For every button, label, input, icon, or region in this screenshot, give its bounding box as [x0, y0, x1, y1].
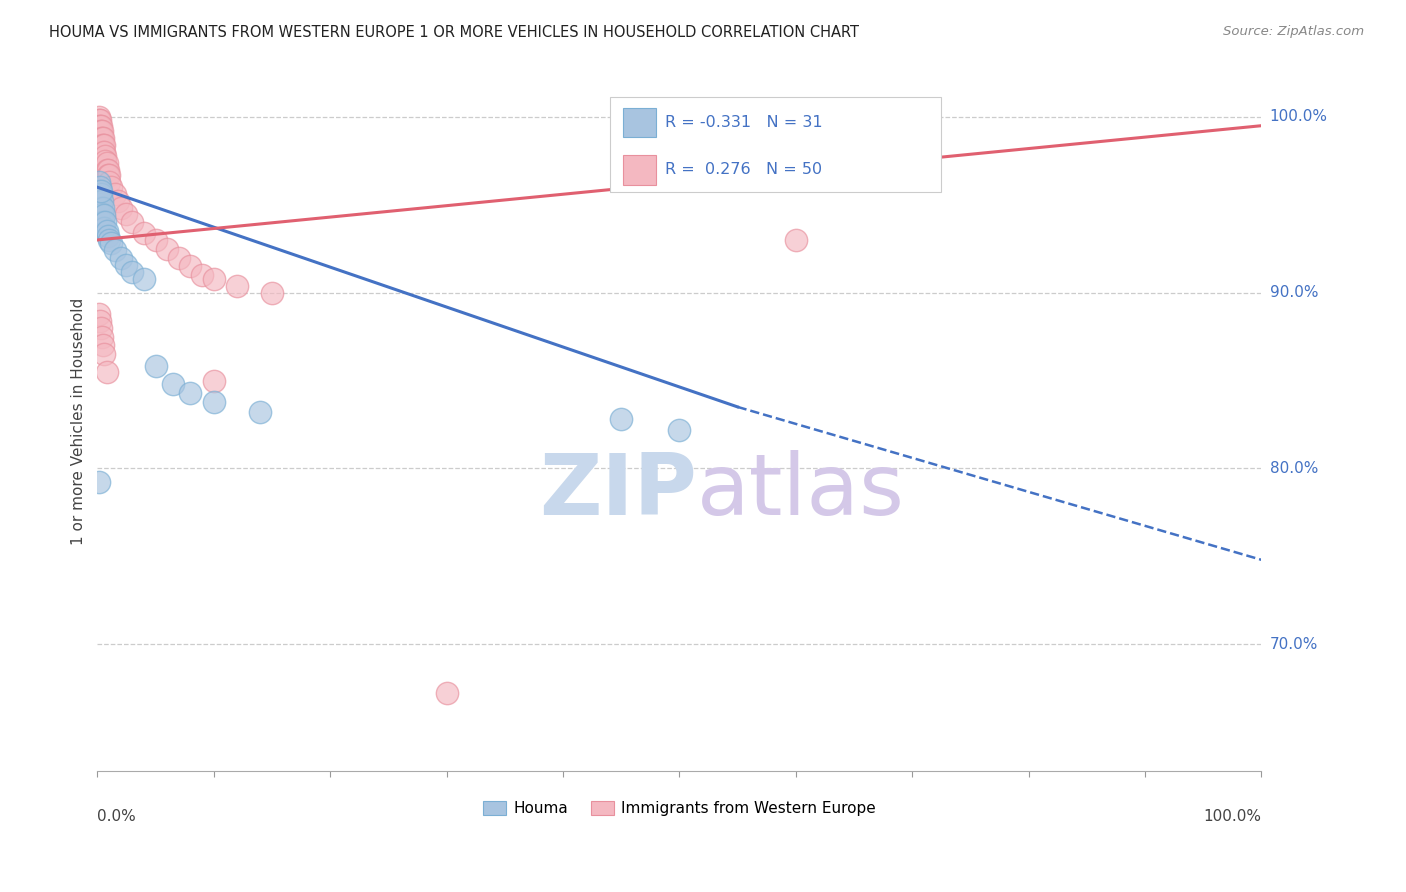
Point: [91, 145, 114, 159]
Point: [90, 119, 112, 133]
Point: [87, 119, 110, 133]
Point: [91, 138, 114, 153]
Point: [97, 162, 120, 177]
Point: [249, 405, 271, 419]
Point: [89, 119, 111, 133]
Text: HOUMA VS IMMIGRANTS FROM WESTERN EUROPE 1 OR MORE VEHICLES IN HOUSEHOLD CORRELAT: HOUMA VS IMMIGRANTS FROM WESTERN EUROPE …: [49, 25, 859, 40]
Bar: [623, 155, 657, 185]
Point: [96, 224, 118, 238]
Point: [202, 271, 225, 285]
Point: [202, 394, 225, 409]
Point: [785, 233, 807, 247]
Point: [91, 194, 114, 209]
Point: [90, 202, 112, 216]
Point: [93, 138, 115, 153]
Point: [668, 423, 690, 437]
Point: [91, 338, 114, 352]
Point: [89, 180, 111, 194]
Point: [89, 124, 111, 138]
Point: [90, 184, 112, 198]
Point: [89, 314, 111, 328]
Point: [610, 412, 633, 426]
Point: [96, 155, 118, 169]
Point: [115, 258, 138, 272]
Point: [100, 236, 122, 251]
Point: [90, 187, 112, 202]
Point: [87, 110, 110, 124]
Point: [93, 145, 115, 159]
Point: [162, 377, 184, 392]
Point: [104, 244, 127, 258]
Point: [98, 175, 121, 189]
Point: [87, 184, 110, 198]
Point: [121, 264, 143, 278]
Point: [94, 215, 117, 229]
Point: [89, 113, 111, 128]
Point: [96, 365, 118, 379]
Point: [191, 268, 214, 282]
Text: 80.0%: 80.0%: [1270, 461, 1317, 476]
Text: 0.0%: 0.0%: [97, 809, 136, 824]
Point: [93, 347, 115, 361]
Point: [90, 321, 112, 335]
Text: 100.0%: 100.0%: [1204, 809, 1261, 824]
Text: 70.0%: 70.0%: [1270, 637, 1317, 652]
Point: [94, 148, 117, 162]
Point: [91, 138, 114, 153]
Y-axis label: 1 or more Vehicles in Household: 1 or more Vehicles in Household: [72, 298, 86, 546]
Point: [87, 307, 110, 321]
Point: [91, 215, 114, 229]
Point: [90, 131, 112, 145]
Point: [107, 194, 129, 209]
Point: [98, 233, 121, 247]
Point: [179, 385, 201, 400]
Text: atlas: atlas: [697, 450, 905, 533]
Text: 90.0%: 90.0%: [1270, 285, 1319, 301]
Point: [89, 194, 111, 209]
Legend: Houma, Immigrants from Western Europe: Houma, Immigrants from Western Europe: [477, 795, 882, 822]
Point: [260, 285, 283, 300]
Point: [91, 131, 114, 145]
Point: [226, 278, 249, 293]
Point: [179, 260, 201, 274]
Point: [132, 226, 155, 240]
Point: [100, 180, 122, 194]
Point: [96, 162, 118, 177]
Point: [115, 206, 138, 220]
Point: [98, 168, 121, 182]
Point: [436, 686, 458, 700]
Text: ZIP: ZIP: [538, 450, 697, 533]
Point: [97, 168, 120, 182]
Point: [145, 233, 167, 247]
Point: [91, 202, 114, 216]
Point: [132, 271, 155, 285]
Point: [97, 229, 120, 244]
Point: [156, 242, 179, 256]
Point: [94, 153, 117, 168]
Point: [93, 208, 115, 222]
Point: [87, 113, 110, 128]
Point: [145, 359, 167, 374]
FancyBboxPatch shape: [610, 97, 941, 192]
Point: [104, 187, 127, 202]
Point: [91, 329, 114, 343]
Point: [167, 251, 190, 265]
Text: 100.0%: 100.0%: [1270, 110, 1327, 124]
Point: [90, 124, 112, 138]
Text: R = -0.331   N = 31: R = -0.331 N = 31: [665, 115, 823, 130]
Point: [202, 374, 225, 388]
Point: [93, 220, 115, 235]
Point: [91, 206, 114, 220]
Text: Source: ZipAtlas.com: Source: ZipAtlas.com: [1223, 25, 1364, 38]
Point: [110, 202, 132, 216]
Point: [91, 124, 114, 138]
Point: [121, 215, 143, 229]
Point: [91, 131, 114, 145]
Point: [87, 175, 110, 189]
Point: [110, 251, 132, 265]
Text: R =  0.276   N = 50: R = 0.276 N = 50: [665, 162, 823, 178]
Point: [87, 475, 110, 490]
Bar: [623, 108, 657, 137]
